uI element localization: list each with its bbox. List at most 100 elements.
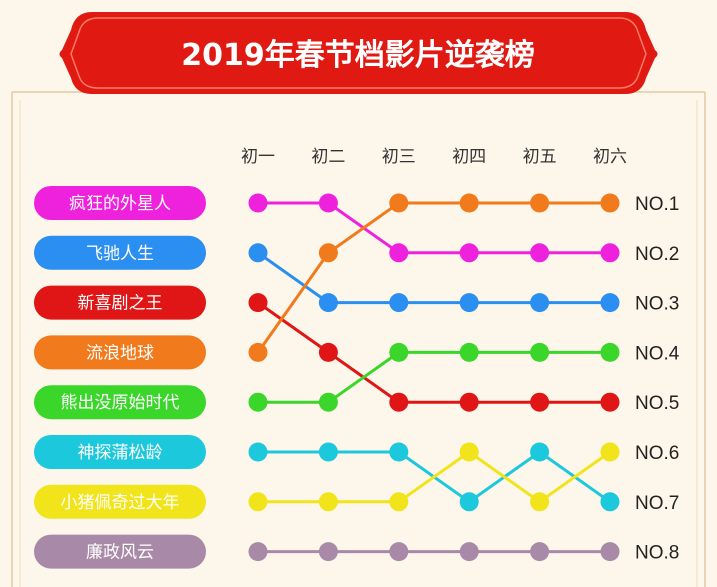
legend-pill-background bbox=[34, 335, 206, 370]
chart-title: 2019年春节档影片逆袭榜 bbox=[181, 38, 535, 73]
rank-label: NO.1 bbox=[635, 194, 679, 215]
data-point bbox=[389, 442, 409, 462]
x-axis-labels: 初一 初二 初三 初四 初五 初六 bbox=[241, 147, 627, 167]
data-point bbox=[600, 342, 620, 362]
data-point bbox=[530, 492, 550, 512]
data-point bbox=[389, 542, 409, 562]
data-point bbox=[389, 293, 409, 313]
legend-label: 熊出没原始时代 bbox=[61, 393, 180, 413]
data-point bbox=[530, 392, 550, 412]
data-point bbox=[389, 392, 409, 412]
x-tick-label: 初四 bbox=[452, 147, 486, 167]
legend-pill-background bbox=[34, 435, 206, 469]
data-point bbox=[248, 293, 268, 313]
rank-label: NO.5 bbox=[635, 393, 679, 414]
data-point bbox=[459, 243, 479, 263]
series-lines bbox=[256, 201, 612, 554]
legend-label: 流浪地球 bbox=[86, 343, 154, 363]
data-point bbox=[530, 293, 550, 313]
legend-pill: 新喜剧之王 bbox=[34, 285, 206, 320]
data-point bbox=[318, 542, 338, 562]
data-point bbox=[389, 342, 409, 362]
data-point bbox=[530, 442, 550, 462]
rank-label: NO.3 bbox=[635, 294, 679, 315]
legend-pill: 疯狂的外星人 bbox=[34, 186, 206, 220]
x-tick-label: 初二 bbox=[311, 147, 345, 167]
data-point bbox=[530, 542, 550, 562]
legend-pill-background bbox=[34, 385, 206, 420]
rank-label: NO.2 bbox=[635, 244, 679, 265]
data-point bbox=[600, 293, 620, 313]
data-point bbox=[600, 442, 620, 462]
data-point bbox=[248, 442, 268, 462]
data-point bbox=[530, 342, 550, 362]
legend-pill-background bbox=[34, 235, 206, 270]
legend-pill: 飞驰人生 bbox=[34, 235, 206, 270]
data-point bbox=[600, 492, 620, 512]
data-points bbox=[248, 193, 620, 562]
data-point bbox=[389, 193, 409, 213]
data-point bbox=[318, 243, 338, 263]
data-point bbox=[248, 243, 268, 263]
data-point bbox=[530, 243, 550, 263]
legend-pill-background bbox=[34, 186, 206, 220]
data-point bbox=[248, 342, 268, 362]
legend-pill-background bbox=[34, 484, 206, 519]
rank-label: NO.4 bbox=[635, 343, 680, 364]
legend-pill-background bbox=[34, 534, 206, 569]
data-point bbox=[459, 492, 479, 512]
x-tick-label: 初五 bbox=[523, 147, 557, 167]
series-line bbox=[256, 350, 612, 404]
data-point bbox=[459, 342, 479, 362]
x-tick-label: 初六 bbox=[593, 147, 627, 167]
data-point bbox=[600, 392, 620, 412]
data-point bbox=[248, 193, 268, 213]
title-banner: 2019年春节档影片逆袭榜 bbox=[59, 12, 658, 94]
data-point bbox=[248, 392, 268, 412]
data-point bbox=[600, 243, 620, 263]
data-point bbox=[459, 293, 479, 313]
series-line bbox=[256, 301, 612, 404]
data-point bbox=[318, 342, 338, 362]
legend-label: 神探蒲松龄 bbox=[78, 443, 163, 463]
data-point bbox=[318, 392, 338, 412]
data-point bbox=[318, 193, 338, 213]
rank-label: NO.8 bbox=[635, 543, 679, 564]
data-point bbox=[318, 293, 338, 313]
legend-pill-background bbox=[34, 285, 206, 320]
legend-pill: 流浪地球 bbox=[34, 335, 206, 370]
data-point bbox=[248, 492, 268, 512]
legend-label: 小猪佩奇过大年 bbox=[61, 493, 180, 513]
data-point bbox=[600, 542, 620, 562]
rank-labels: NO.1 NO.2 NO.3 NO.4 NO.5 NO.6 NO.7 NO.8 bbox=[635, 194, 680, 564]
legend-pill: 熊出没原始时代 bbox=[34, 385, 206, 420]
x-tick-label: 初三 bbox=[382, 147, 416, 167]
series-line bbox=[256, 201, 612, 255]
series-line bbox=[256, 251, 612, 305]
legend-label: 疯狂的外星人 bbox=[69, 194, 171, 214]
rank-label: NO.7 bbox=[635, 493, 679, 514]
series-line bbox=[256, 201, 612, 354]
decorative-frame bbox=[11, 91, 706, 587]
legend: 疯狂的外星人飞驰人生新喜剧之王流浪地球熊出没原始时代神探蒲松龄小猪佩奇过大年廉政… bbox=[34, 186, 206, 569]
data-point bbox=[318, 442, 338, 462]
legend-pill: 廉政风云 bbox=[34, 534, 206, 569]
data-point bbox=[389, 492, 409, 512]
legend-label: 廉政风云 bbox=[86, 543, 154, 563]
data-point bbox=[248, 542, 268, 562]
data-point bbox=[389, 243, 409, 263]
legend-label: 新喜剧之王 bbox=[78, 294, 163, 314]
data-point bbox=[459, 193, 479, 213]
data-point bbox=[459, 442, 479, 462]
legend-pill: 小猪佩奇过大年 bbox=[34, 484, 206, 519]
legend-label: 飞驰人生 bbox=[86, 244, 154, 264]
data-point bbox=[600, 193, 620, 213]
x-tick-label: 初一 bbox=[241, 147, 275, 167]
legend-pill: 神探蒲松龄 bbox=[34, 435, 206, 469]
data-point bbox=[318, 492, 338, 512]
data-point bbox=[459, 392, 479, 412]
rank-label: NO.6 bbox=[635, 443, 679, 464]
data-point bbox=[530, 193, 550, 213]
series-line bbox=[256, 450, 612, 504]
